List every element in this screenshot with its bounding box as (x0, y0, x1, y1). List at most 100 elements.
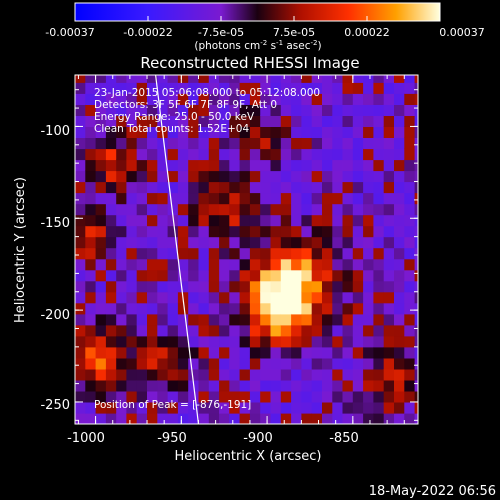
heatmap-cell (75, 247, 86, 260)
heatmap-cell (198, 214, 210, 227)
heatmap-cell (208, 291, 220, 304)
heatmap-cell (126, 115, 138, 127)
heatmap-cell (188, 313, 200, 326)
heatmap-cell (332, 335, 344, 348)
heatmap-cell (373, 247, 385, 260)
heatmap-cell (404, 159, 416, 172)
heatmap-cell (198, 104, 210, 116)
heatmap-cell (157, 390, 169, 403)
heatmap-cell (219, 115, 230, 127)
heatmap-cell (75, 269, 86, 282)
heatmap-cell (332, 291, 344, 304)
heatmap-cell (136, 75, 148, 83)
heatmap-cell (322, 346, 333, 359)
heatmap-cell (322, 269, 333, 282)
heatmap-cell (301, 159, 313, 172)
heatmap-cell (352, 280, 364, 293)
heatmap-cell (352, 247, 364, 260)
heatmap-cell (332, 413, 344, 424)
heatmap-cell (157, 214, 169, 227)
heatmap-cell (383, 357, 395, 370)
heatmap-cell (126, 137, 138, 150)
heatmap-cell (239, 82, 251, 94)
heatmap-cell (270, 335, 282, 348)
heatmap-cell (394, 126, 405, 138)
heatmap-cell (198, 413, 210, 424)
heatmap-cell (249, 357, 261, 370)
heatmap-cell (105, 247, 117, 260)
heatmap-cell (136, 104, 148, 116)
heatmap-cell (95, 302, 107, 315)
heatmap-cell (188, 258, 200, 271)
heatmap-cell (404, 346, 416, 359)
heatmap-cell (177, 236, 189, 249)
heatmap-cell (394, 324, 405, 337)
heatmap-cell (311, 346, 323, 359)
heatmap-cell (116, 214, 128, 227)
heatmap-cell (404, 137, 416, 150)
heatmap-cell (198, 346, 210, 359)
heatmap-cell (311, 159, 323, 172)
heatmap-cell (291, 170, 302, 183)
heatmap-cell (188, 225, 200, 238)
heatmap-cell (270, 82, 282, 94)
heatmap-cell (105, 214, 117, 227)
heatmap-cell (352, 413, 364, 424)
heatmap-cell (311, 170, 323, 183)
heatmap-cell (270, 379, 282, 392)
heatmap-cell (311, 302, 323, 315)
heatmap-cell (260, 236, 272, 249)
heatmap-cell (219, 368, 230, 381)
heatmap-cell (322, 75, 333, 83)
heatmap-cell (363, 413, 374, 424)
heatmap-cell (116, 413, 128, 424)
heatmap-cell (311, 413, 323, 424)
heatmap-cell (239, 137, 251, 150)
heatmap-cell (126, 104, 138, 116)
heatmap-cell (311, 75, 323, 83)
heatmap-cell (291, 214, 302, 227)
heatmap-cell (414, 258, 418, 271)
heatmap-cell (136, 247, 148, 260)
heatmap-cell (373, 82, 385, 94)
heatmap-cell (167, 269, 179, 282)
heatmap-cell (157, 280, 169, 293)
x-tick-label: -850 (329, 431, 359, 446)
heatmap-cell (105, 170, 117, 183)
heatmap-cell (188, 280, 200, 293)
heatmap-cell (157, 379, 169, 392)
heatmap-cell (147, 357, 158, 370)
heatmap-cell (188, 148, 200, 161)
heatmap-cell (414, 302, 418, 315)
heatmap-cell (95, 346, 107, 359)
heatmap-cell (116, 390, 128, 403)
heatmap-cell (167, 137, 179, 150)
heatmap-cell (157, 313, 169, 326)
heatmap-cell (260, 75, 272, 83)
heatmap-cell (332, 104, 344, 116)
heatmap-cell (373, 280, 385, 293)
heatmap-cell (332, 126, 344, 138)
heatmap-cell (188, 137, 200, 150)
heatmap-cell (157, 115, 169, 127)
heatmap-cell (219, 247, 230, 260)
heatmap-cell (352, 324, 364, 337)
heatmap-cell (270, 258, 282, 271)
heatmap-cell (404, 402, 416, 414)
heatmap-cell (167, 181, 179, 194)
heatmap-cell (229, 192, 241, 205)
heatmap-cell (229, 335, 241, 348)
heatmap-cell (85, 82, 97, 94)
heatmap-cell (404, 75, 416, 83)
heatmap-cell (167, 236, 179, 249)
heatmap-cell (219, 192, 230, 205)
colorbar-tick-label: 7.5e-05 (273, 26, 315, 39)
heatmap-cell (301, 192, 313, 205)
heatmap-cell (394, 115, 405, 127)
heatmap-cell (219, 126, 230, 138)
heatmap-cell (177, 368, 189, 381)
heatmap-cell (332, 214, 344, 227)
heatmap-cell (404, 368, 416, 381)
heatmap-cell (75, 302, 86, 315)
heatmap-cell (291, 368, 302, 381)
